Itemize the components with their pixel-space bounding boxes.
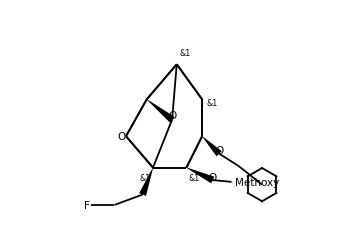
Polygon shape: [202, 137, 222, 157]
Text: &1: &1: [139, 173, 151, 182]
Polygon shape: [186, 168, 214, 184]
Text: &1: &1: [206, 98, 217, 107]
Polygon shape: [139, 168, 153, 196]
Text: F: F: [84, 200, 90, 210]
Text: Methoxy: Methoxy: [235, 178, 279, 188]
Polygon shape: [146, 100, 174, 123]
Text: O: O: [215, 145, 223, 155]
Text: O: O: [168, 110, 176, 121]
Text: O: O: [118, 132, 126, 142]
Text: O: O: [209, 173, 217, 182]
Text: &1: &1: [189, 173, 200, 182]
Text: &1: &1: [180, 49, 191, 58]
